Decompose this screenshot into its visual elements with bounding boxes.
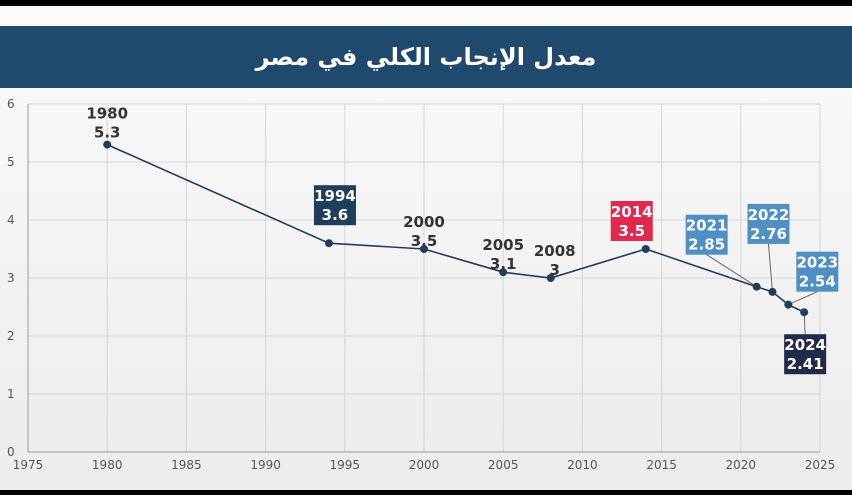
leader-line (788, 291, 818, 306)
y-tick-label: 1 (7, 387, 15, 401)
y-tick-label: 5 (7, 155, 15, 169)
chart-svg: 0 1 2 3 4 5 6 1975 1980 1985 1990 1995 2000 2005 2010 2… (7, 97, 839, 472)
data-point (800, 308, 809, 317)
x-tick-label: 2005 (488, 458, 519, 472)
line-layer (106, 143, 805, 313)
value-label: 3.5 (618, 222, 645, 240)
label-box (784, 334, 827, 375)
value-label: 3.5 (411, 232, 438, 250)
value-label: 3.6 (322, 206, 349, 224)
leader-line (706, 254, 757, 288)
x-tick-label: 2025 (805, 458, 836, 472)
label-box (747, 203, 790, 244)
year-label: 1994 (314, 187, 356, 205)
chart-frame: معدل الإنجاب الكلي في مصر 0 1 2 3 4 5 6 1975 198… (0, 6, 852, 490)
label-box (313, 185, 356, 226)
label-box (685, 214, 728, 255)
value-label: 5.3 (94, 124, 121, 142)
year-label: 2023 (796, 254, 838, 272)
value-label: 2.85 (688, 236, 725, 254)
data-point (752, 282, 761, 291)
year-label: 2022 (748, 206, 790, 224)
y-tick-label: 0 (7, 445, 15, 459)
x-tick-label: 1985 (171, 458, 202, 472)
data-point (324, 239, 333, 248)
chart-title: معدل الإنجاب الكلي في مصر (255, 43, 597, 71)
value-label: 2.76 (750, 225, 787, 243)
x-tick-label: 1980 (92, 458, 123, 472)
y-tick-label: 2 (7, 329, 15, 343)
x-tick-label: 1990 (250, 458, 281, 472)
year-label: 2000 (403, 213, 445, 231)
y-tick-label: 6 (7, 97, 15, 111)
data-point (641, 245, 650, 253)
x-tick-label: 2000 (409, 458, 440, 472)
title-bar (0, 26, 852, 88)
data-point (784, 300, 793, 309)
year-label: 2024 (784, 336, 826, 354)
year-label: 2005 (482, 236, 524, 254)
grid-layer (27, 103, 821, 453)
value-label: 2.41 (787, 355, 824, 373)
axis-layer: 0 1 2 3 4 5 6 1975 1980 1985 1990 1995 2000 2005 2010 2… (7, 97, 835, 472)
x-tick-label: 2010 (567, 458, 598, 472)
data-point (103, 140, 112, 149)
series-line (106, 143, 805, 313)
x-tick-label: 2020 (726, 458, 757, 472)
year-label: 2021 (686, 217, 728, 235)
value-label: 3.1 (490, 255, 517, 273)
value-label: 2.54 (799, 273, 836, 291)
data-point (420, 245, 428, 253)
y-tick-label: 4 (7, 213, 15, 227)
label-box (796, 251, 839, 292)
leader-line (767, 243, 773, 292)
x-tick-label: 1975 (13, 458, 44, 472)
x-tick-label: 1995 (330, 458, 361, 472)
x-tick-label: 2015 (646, 458, 677, 472)
data-point (546, 274, 555, 282)
value-label: 3 (550, 261, 560, 279)
data-point (768, 287, 777, 296)
year-label: 2008 (534, 242, 576, 260)
label-box (610, 201, 653, 241)
year-label: 2014 (611, 203, 653, 221)
year-label: 1980 (86, 105, 128, 123)
data-point (499, 268, 508, 277)
y-tick-label: 3 (7, 271, 15, 285)
